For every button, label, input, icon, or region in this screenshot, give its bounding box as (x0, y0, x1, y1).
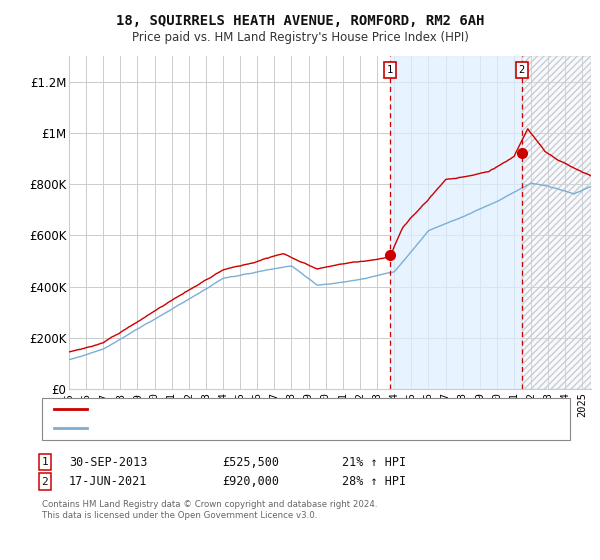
Text: HPI: Average price, detached house, Havering: HPI: Average price, detached house, Have… (93, 423, 333, 433)
Text: Price paid vs. HM Land Registry's House Price Index (HPI): Price paid vs. HM Land Registry's House … (131, 31, 469, 44)
Text: 18, SQUIRRELS HEATH AVENUE, ROMFORD, RM2 6AH: 18, SQUIRRELS HEATH AVENUE, ROMFORD, RM2… (116, 14, 484, 28)
Text: 21% ↑ HPI: 21% ↑ HPI (342, 455, 406, 469)
Text: 1: 1 (387, 65, 393, 75)
Bar (522, 56, 591, 389)
Text: 17-JUN-2021: 17-JUN-2021 (69, 475, 148, 488)
Text: £525,500: £525,500 (222, 455, 279, 469)
Text: 2: 2 (41, 477, 49, 487)
Text: 2: 2 (519, 65, 525, 75)
Text: £920,000: £920,000 (222, 475, 279, 488)
Text: 30-SEP-2013: 30-SEP-2013 (69, 455, 148, 469)
Bar (390, 56, 522, 389)
Text: 18, SQUIRRELS HEATH AVENUE, ROMFORD, RM2 6AH (detached house): 18, SQUIRRELS HEATH AVENUE, ROMFORD, RM2… (93, 404, 463, 414)
Text: 1: 1 (41, 457, 49, 467)
Text: Contains HM Land Registry data © Crown copyright and database right 2024.
This d: Contains HM Land Registry data © Crown c… (42, 500, 377, 520)
Text: 28% ↑ HPI: 28% ↑ HPI (342, 475, 406, 488)
Bar (522, 56, 591, 389)
